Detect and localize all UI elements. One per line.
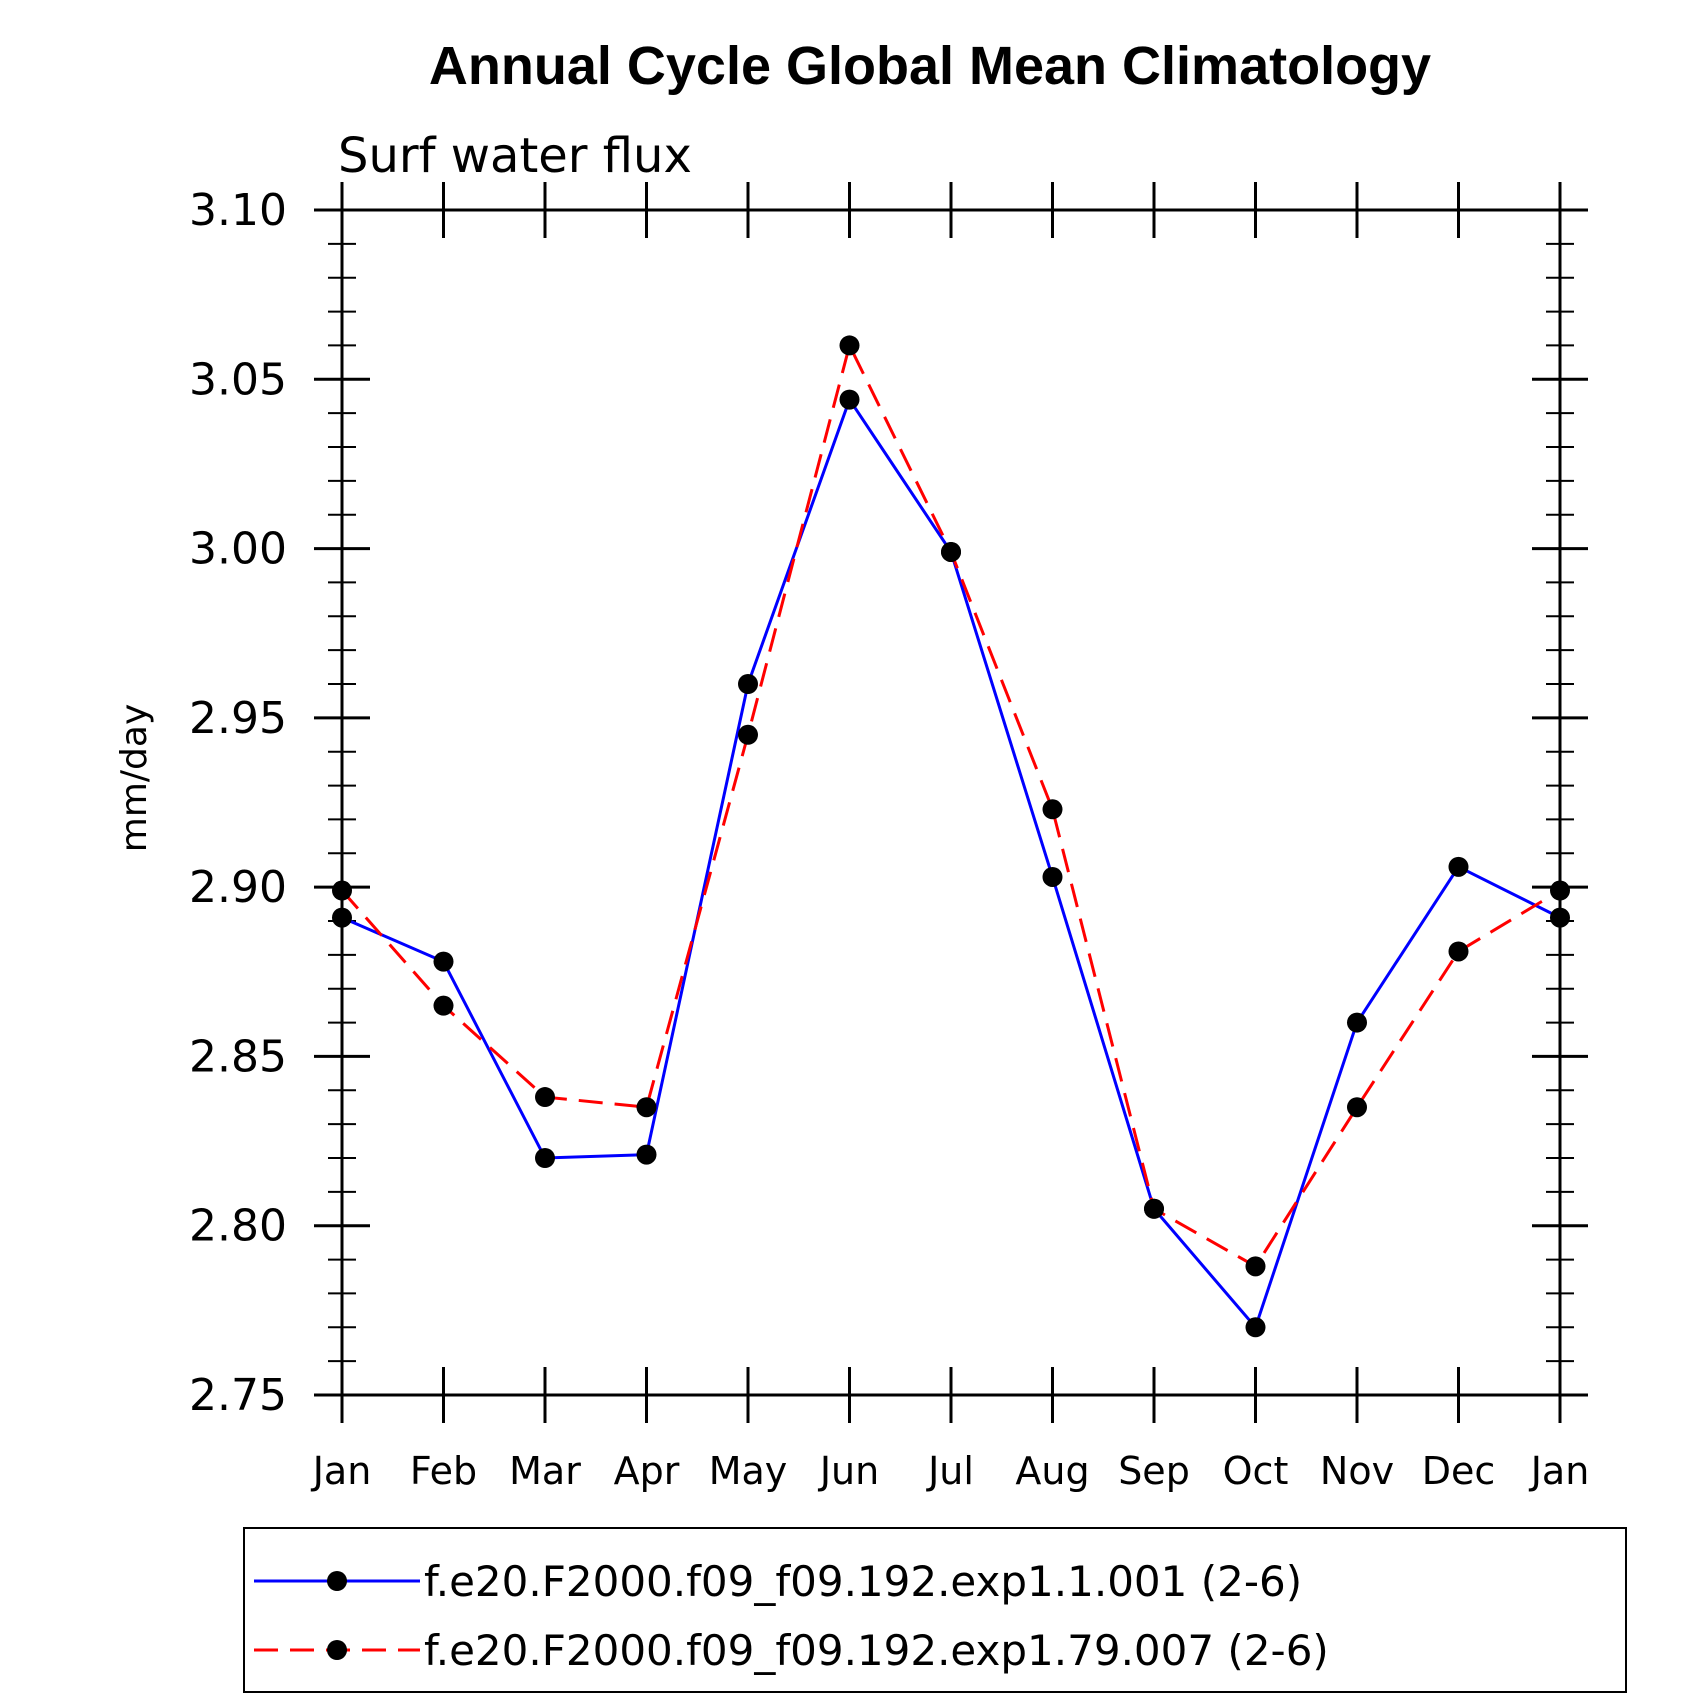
chart-title: Annual Cycle Global Mean Climatology [429,36,1431,96]
series-2-point [941,541,961,562]
y-tick-label: 2.75 [189,1370,287,1421]
legend-box [243,1527,1627,1693]
series-2-point [636,1097,657,1118]
series-1-point [738,674,758,694]
y-tick-label: 3.00 [189,524,287,575]
legend-marker-1 [327,1571,347,1591]
series-2-point [535,1087,555,1108]
series-2-point [1144,1198,1164,1219]
x-tick-label: Jun [818,1449,879,1493]
series-2-point [1347,1097,1367,1118]
series-line-1 [341,396,1561,1331]
x-tick-label: May [709,1449,788,1493]
x-tick-label: Jan [1529,1449,1590,1493]
series-line-2 [340,341,1561,1269]
series-1-point [839,389,860,410]
axis-ticks [314,182,1588,1423]
x-tick-label: Jul [926,1449,974,1493]
y-tick-label: 2.95 [189,693,287,744]
x-tick-label: Aug [1015,1449,1089,1493]
legend: f.e20.F2000.f09_f09.192.exp1.1.001 (2-6)… [243,1527,1627,1693]
series-1-point [1245,1317,1266,1338]
y-tick-labels: 2.75 2.80 2.85 2.90 2.95 3.00 3.05 3.10 [189,185,287,1421]
x-tick-label: Apr [614,1449,680,1493]
x-tick-label: Dec [1422,1449,1496,1493]
y-tick-label: 2.90 [189,862,287,913]
series-1-point [636,1144,657,1165]
series-1-point [1550,907,1570,928]
series-2-point [433,995,454,1016]
series-1-point [1448,856,1469,877]
y-tick-label: 2.85 [189,1031,287,1082]
series-1-point [535,1148,555,1168]
chart-subtitle: Surf water flux [338,128,692,184]
series-2-point [1042,799,1063,820]
x-tick-labels: Jan Feb Mar Apr May Jun Jul Aug Sep Oct Nov Dec Jan [311,1449,1590,1493]
x-tick-label: Feb [410,1449,477,1493]
series-2-point [1245,1256,1266,1277]
x-tick-label: Oct [1223,1449,1289,1493]
series-2-point [738,724,758,745]
y-tick-label: 3.05 [189,354,287,405]
series-1-point [433,951,454,972]
plot-frame [340,208,1562,1397]
series-1-point [1347,1012,1367,1033]
series-1-point [1042,866,1063,887]
x-tick-label: Sep [1118,1449,1190,1493]
legend-label-2: f.e20.F2000.f09_f09.192.exp1.79.007 (2-6… [424,1626,1329,1675]
x-tick-label: Nov [1320,1449,1394,1493]
y-axis-label: mm/day [114,704,155,852]
legend-marker-2 [327,1640,347,1660]
x-tick-label: Jan [311,1449,372,1493]
series-2-point [839,335,860,356]
series-2-point [1448,941,1469,962]
plot-border [340,208,1562,1397]
series-2-point [332,880,352,901]
series-2-point [1550,880,1570,901]
legend-label-1: f.e20.F2000.f09_f09.192.exp1.1.001 (2-6) [424,1557,1302,1606]
x-tick-label: Mar [509,1449,581,1493]
series-1-point [332,907,352,928]
series-layer [332,335,1570,1338]
y-tick-label: 3.10 [189,185,287,236]
y-tick-label: 2.80 [189,1201,287,1252]
